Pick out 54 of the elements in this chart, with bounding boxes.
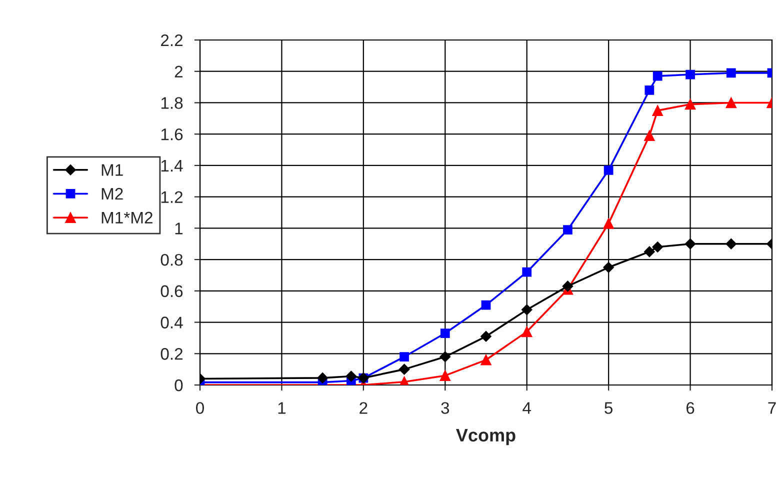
y-tick-label: 1: [175, 222, 183, 234]
legend-label: M1*M2: [102, 212, 152, 224]
point: [398, 364, 410, 375]
point: [562, 280, 574, 292]
y-tick-label: 0.6: [160, 285, 183, 298]
point: [604, 165, 614, 175]
y-tick-label: 0.4: [160, 316, 183, 328]
x-tick-label: 6: [686, 402, 694, 414]
x-tick-label: 2: [360, 402, 368, 414]
point: [521, 304, 532, 316]
x-axis-title: Vcomp: [456, 428, 516, 446]
point: [726, 238, 737, 250]
x-tick-label: 3: [441, 402, 450, 414]
point: [684, 98, 696, 110]
point: [652, 105, 663, 116]
y-tick-label: 0.2: [160, 348, 182, 360]
y-tick-label: 1.8: [161, 97, 183, 109]
x-tick-label: 5: [604, 402, 613, 414]
point: [686, 70, 695, 80]
x-tick-label: 1: [278, 402, 286, 414]
point: [440, 328, 450, 338]
x-tick-label: 4: [522, 402, 532, 414]
point: [400, 352, 409, 362]
point: [644, 130, 655, 142]
point: [480, 330, 492, 342]
point: [644, 85, 654, 95]
point: [684, 238, 696, 250]
point: [563, 225, 572, 234]
y-tick-label: 1.4: [161, 160, 183, 172]
point: [603, 262, 614, 273]
legend-label: M2: [102, 188, 123, 200]
x-tick-label: 7: [768, 402, 776, 414]
point: [726, 68, 736, 78]
point: [481, 300, 491, 310]
y-tick-label: 0.8: [160, 254, 183, 266]
x-tick-label: 0: [196, 402, 204, 414]
legend-label: M1: [102, 164, 123, 176]
point: [644, 246, 655, 258]
y-tick-label: 2.2: [161, 34, 182, 46]
point: [346, 370, 357, 382]
point: [652, 71, 662, 81]
y-tick-label: 1.6: [161, 128, 183, 140]
point: [603, 218, 614, 229]
y-tick-label: 2: [174, 66, 182, 78]
y-tick-label: 0: [174, 379, 183, 392]
point: [317, 372, 328, 384]
point: [440, 351, 451, 362]
y-tick-label: 1.2: [161, 191, 182, 203]
point: [440, 370, 451, 381]
point: [726, 97, 737, 108]
point: [480, 354, 492, 366]
point: [652, 242, 664, 252]
point: [522, 267, 532, 277]
point: [521, 326, 532, 338]
